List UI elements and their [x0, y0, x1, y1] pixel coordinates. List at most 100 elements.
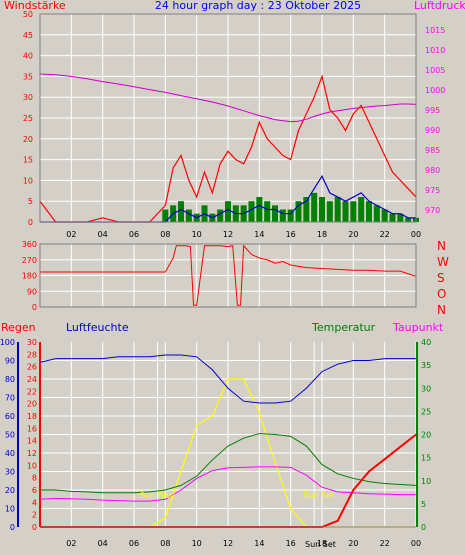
climate-x-tick: 04 [98, 539, 108, 548]
temperature-axis-title: Temperatur [311, 321, 376, 334]
wind-x-tick: 10 [192, 230, 202, 239]
wind-x-tick: 18 [317, 230, 327, 239]
pressure-y-tick: 1000 [425, 86, 445, 95]
wind-bar [319, 197, 325, 222]
humidity-y-tick: 80 [5, 375, 15, 384]
dewpoint-line [39, 466, 416, 502]
wind-x-tick: 08 [160, 230, 170, 239]
wind-x-tick: 20 [348, 230, 358, 239]
wind-bar [405, 217, 412, 222]
direction-label-o: O [437, 287, 446, 301]
temperature-y-tick: 0 [421, 523, 426, 532]
pressure-axis-title: Luftdruck [414, 0, 465, 12]
rain-y-tick: 30 [27, 338, 37, 347]
wind-bar [264, 201, 271, 222]
humidity-y-tick: 0 [10, 523, 15, 532]
humidity-y-tick: 90 [5, 357, 15, 366]
wind-bar [358, 197, 365, 222]
temperature-y-tick: 15 [421, 454, 431, 463]
pressure-y-tick: 970 [425, 206, 440, 215]
wind-bar [287, 209, 294, 222]
climate-x-tick: 00 [411, 539, 421, 548]
rain-axis-title: Regen [1, 321, 36, 334]
direction-y-tick: 90 [27, 287, 37, 296]
temperature-y-tick: 25 [421, 407, 431, 416]
wind-bar [350, 201, 357, 222]
wind-bar [178, 201, 184, 222]
humidity-y-tick: 100 [0, 338, 15, 347]
climate-x-tick: 14 [254, 539, 264, 548]
direction-frame [39, 243, 417, 308]
pressure-y-tick: 975 [425, 186, 440, 195]
wind-bar [162, 209, 169, 222]
rain-y-tick: 0 [32, 523, 37, 532]
wind-frame [39, 13, 417, 223]
wind-bar [326, 201, 333, 222]
humidity-y-tick: 20 [5, 486, 15, 495]
direction-labels: N W S O N [437, 239, 449, 317]
climate-x-tick: 20 [348, 539, 358, 548]
wind-bar [311, 192, 318, 222]
climate-x-tick: 10 [192, 539, 202, 548]
temperature-y-tick: 10 [421, 477, 431, 486]
wind-bar [397, 213, 404, 222]
rain-y-tick: 6 [32, 486, 37, 495]
direction-label-n1: N [437, 239, 446, 253]
wind-x-tick: 04 [98, 230, 108, 239]
temperature-y-tick: 30 [421, 384, 431, 393]
wind-bar [256, 197, 263, 222]
rain-y-tick: 22 [27, 387, 37, 396]
dewpoint-axis-title: Taupunkt [392, 321, 444, 334]
climate-x-tick: 02 [66, 539, 76, 548]
wind-x-tick: 12 [223, 230, 233, 239]
wind-bar [225, 201, 231, 222]
climate-panel: 0102030405060708090100024681012141618202… [0, 338, 431, 548]
rain-y-tick: 14 [27, 437, 37, 446]
temperature-y-tick: 35 [421, 361, 431, 370]
wind-axis-title: Windstärke [4, 0, 66, 12]
humidity-y-tick: 10 [5, 505, 15, 514]
wind-y-tick: 35 [23, 72, 33, 81]
wind-y-tick: 10 [23, 176, 33, 185]
direction-y-tick: 180 [22, 272, 37, 281]
wind-bar [295, 201, 302, 222]
temperature-line [40, 433, 417, 494]
rain-y-tick: 10 [27, 461, 37, 470]
rain-y-tick: 28 [27, 350, 37, 359]
wind-y-tick: 40 [23, 52, 33, 61]
humidity-y-tick: 30 [5, 468, 15, 477]
pressure-y-tick: 1015 [425, 26, 445, 35]
wind-y-tick: 0 [28, 218, 33, 227]
rain-y-tick: 20 [27, 400, 37, 409]
pressure-y-tick: 985 [425, 146, 440, 155]
wind-bar [334, 197, 341, 222]
pressure-y-tick: 1010 [425, 46, 445, 55]
temperature-y-tick: 20 [421, 431, 431, 440]
wind-bar [381, 209, 388, 222]
pressure-y-tick: 1005 [425, 66, 445, 75]
humidity-y-tick: 70 [5, 394, 15, 403]
wind-y-tick: 15 [23, 156, 33, 165]
wind-x-tick: 22 [380, 230, 390, 239]
temperature-y-tick: 5 [421, 500, 426, 509]
pressure-y-tick: 980 [425, 166, 440, 175]
temperature-y-tick: 40 [421, 338, 431, 347]
rain-y-tick: 4 [32, 498, 37, 507]
humidity-y-tick: 50 [5, 431, 15, 440]
direction-y-tick: 270 [22, 256, 37, 265]
sun-set-label: Sun Set [303, 491, 334, 500]
wind-bar [303, 197, 310, 222]
humidity-line [39, 354, 416, 404]
rain-y-tick: 26 [27, 363, 37, 372]
rain-y-tick: 12 [27, 449, 37, 458]
wind-direction-panel: 0 90 180 270 360 [22, 240, 417, 312]
wind-bar [248, 201, 255, 222]
direction-y-tick: 0 [32, 303, 37, 312]
climate-x-tick: 18 [317, 539, 327, 548]
direction-label-s: S [437, 271, 445, 285]
wind-x-tick: 14 [254, 230, 264, 239]
wind-bar [389, 213, 396, 222]
chart-title: 24 hour graph day : 23 Oktober 2025 [155, 0, 361, 12]
wind-x-tick: 16 [286, 230, 296, 239]
